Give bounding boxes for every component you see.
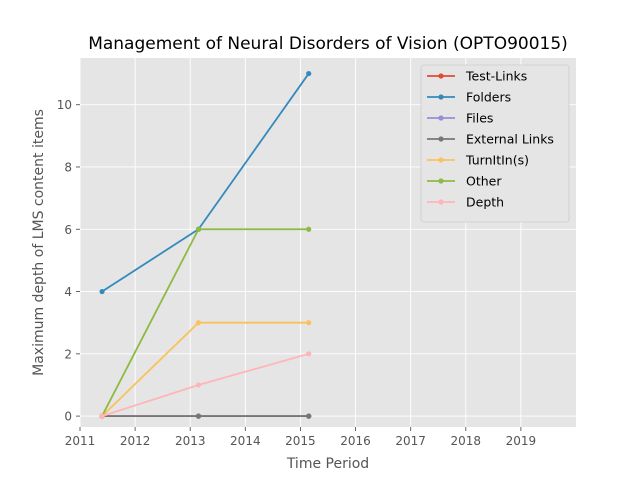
data-point bbox=[306, 351, 312, 357]
x-tick-label: 2014 bbox=[230, 434, 261, 448]
y-tick-label: 8 bbox=[64, 160, 72, 174]
legend-swatch-marker bbox=[438, 199, 444, 205]
data-point bbox=[99, 288, 105, 295]
data-point bbox=[195, 226, 202, 232]
data-point bbox=[195, 320, 202, 326]
legend-swatch-marker bbox=[438, 73, 444, 79]
y-tick-label: 2 bbox=[64, 347, 72, 361]
legend-entry-label: Folders bbox=[466, 90, 511, 105]
y-tick-label: 6 bbox=[64, 223, 72, 237]
legend-swatch-marker bbox=[438, 157, 444, 163]
series-layer bbox=[99, 70, 312, 419]
x-tick-label: 2018 bbox=[451, 434, 482, 448]
x-axis-label: Time Period bbox=[286, 456, 369, 472]
data-point bbox=[306, 226, 312, 232]
data-point bbox=[99, 413, 105, 419]
legend-swatch-marker bbox=[438, 115, 444, 121]
legend-swatch-marker bbox=[438, 178, 444, 184]
chart-title: Management of Neural Disorders of Vision… bbox=[88, 34, 568, 54]
legend-box bbox=[420, 64, 570, 223]
y-tick-label: 4 bbox=[64, 285, 72, 299]
legend: Test-Links Folders Files External Links Turn… bbox=[420, 64, 570, 223]
legend-entry-label: TurnItIn(s) bbox=[465, 153, 529, 168]
data-point bbox=[306, 413, 312, 419]
y-tick-label: 10 bbox=[57, 98, 72, 112]
data-point bbox=[195, 382, 202, 388]
x-tick-label: 2011 bbox=[65, 434, 96, 448]
y-tick-label: 0 bbox=[64, 410, 72, 424]
grid-lines bbox=[79, 58, 576, 427]
legend-entry-label: Depth bbox=[466, 195, 504, 210]
y-axis-label: Maximum depth of LMS content items bbox=[31, 109, 47, 376]
legend-entry-label: Files bbox=[466, 111, 493, 126]
x-tick-label: 2016 bbox=[340, 434, 371, 448]
tick-labels: 2011 2012 2013 2014 2015 2016 2017 2018 2019 0 2 4 6… bbox=[57, 98, 536, 448]
data-point bbox=[195, 413, 202, 419]
data-point bbox=[306, 320, 312, 326]
legend-swatch-marker bbox=[438, 94, 444, 100]
x-tick-label: 2015 bbox=[285, 434, 316, 448]
legend-entry-label: External Links bbox=[466, 132, 554, 147]
x-tick-label: 2012 bbox=[120, 434, 151, 448]
x-tick-label: 2013 bbox=[175, 434, 206, 448]
x-tick-label: 2019 bbox=[506, 434, 537, 448]
data-point bbox=[306, 70, 312, 77]
x-tick-label: 2017 bbox=[395, 434, 426, 448]
legend-entry-label: Other bbox=[466, 174, 502, 189]
legend-entry-label: Test-Links bbox=[465, 69, 527, 84]
legend-swatch-marker bbox=[438, 136, 444, 142]
